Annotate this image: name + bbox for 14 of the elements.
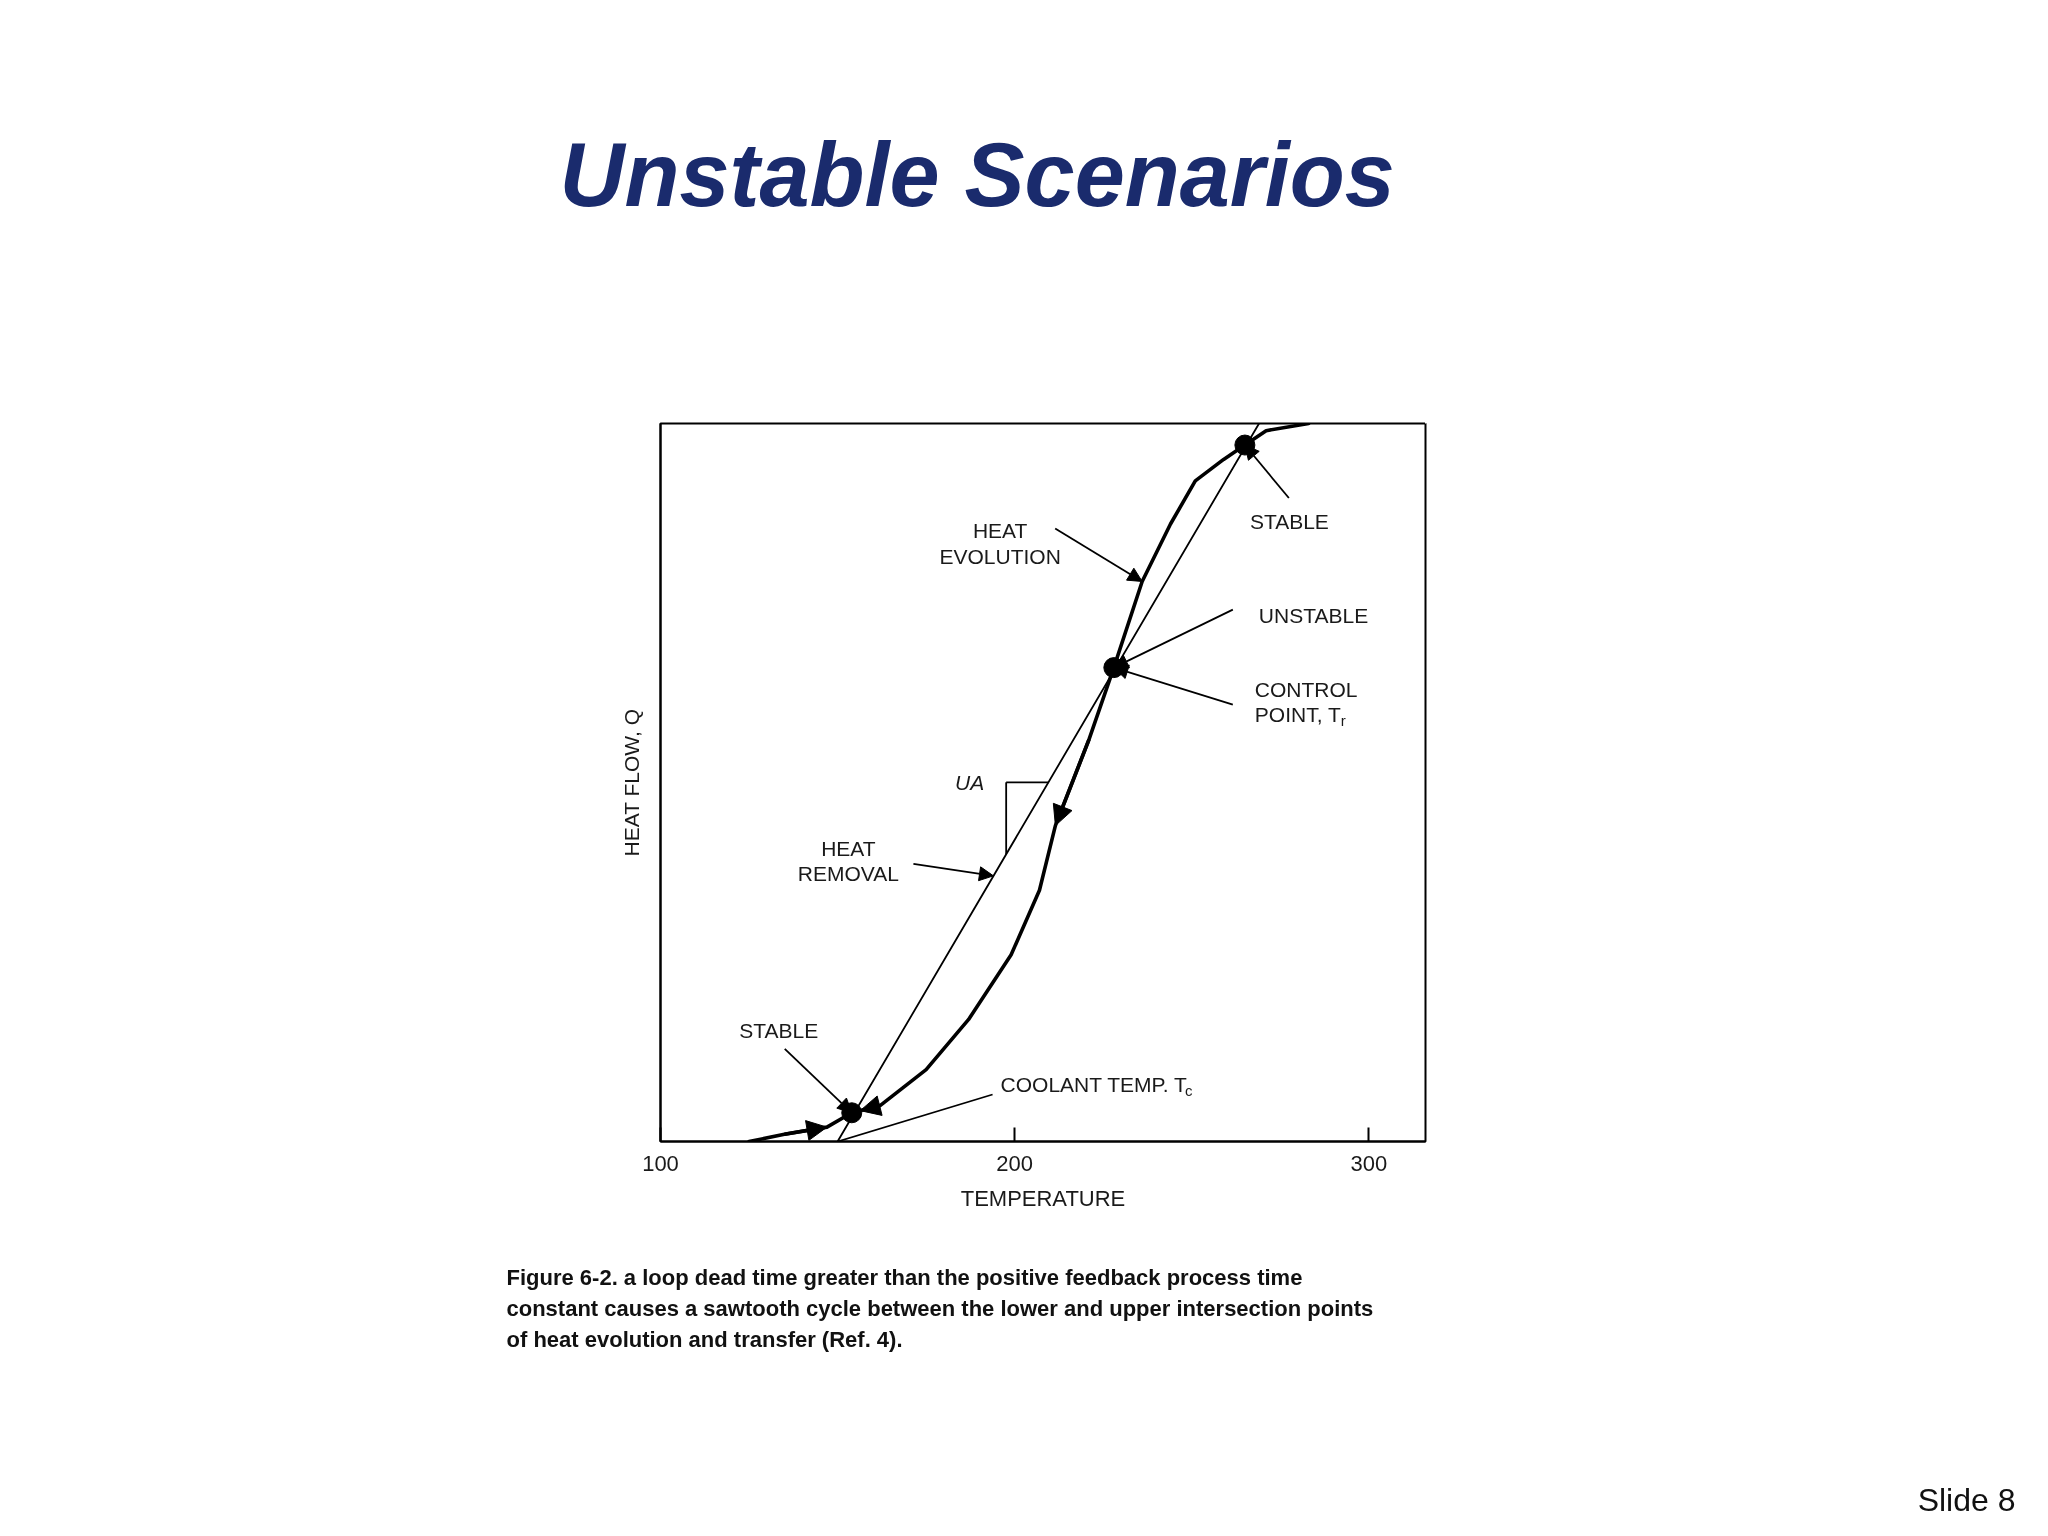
annotation: UNSTABLE (1258, 604, 1369, 628)
x-axis-title: TEMPERATURE (960, 1185, 1126, 1211)
x-tick-label: 200 (996, 1150, 1034, 1176)
x-tick-label: 300 (1350, 1150, 1388, 1176)
y-axis-title: HEAT FLOW, Q (619, 708, 643, 857)
annotation: HEAT REMOVAL (797, 836, 899, 885)
chart-title: Unstable Scenarios (559, 124, 1395, 225)
annotation: HEAT EVOLUTION (939, 519, 1061, 568)
x-tick-label: 100 (642, 1150, 679, 1176)
annotation: STABLE (1249, 509, 1329, 533)
annotation: UA (954, 770, 985, 794)
text: Slide 8 (1917, 1481, 2016, 1518)
annotation: STABLE (739, 1019, 819, 1043)
caption: Figure 6-2. a loop dead time greater than the positive feedback process time constant causes a sawtooth cycle between the lower and upper intersection points of heat evolution and transfer (Ref. 4). (506, 1264, 1374, 1352)
